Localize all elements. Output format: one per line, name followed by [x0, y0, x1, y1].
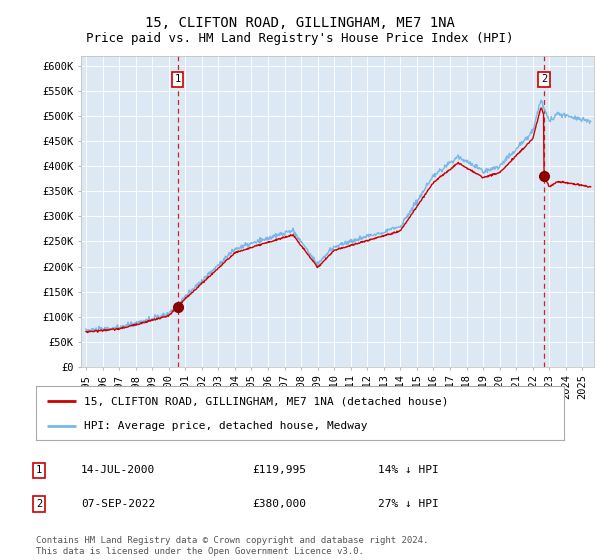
Text: £380,000: £380,000 — [252, 499, 306, 509]
Text: 07-SEP-2022: 07-SEP-2022 — [81, 499, 155, 509]
Text: 2: 2 — [36, 499, 42, 509]
Text: 15, CLIFTON ROAD, GILLINGHAM, ME7 1NA (detached house): 15, CLIFTON ROAD, GILLINGHAM, ME7 1NA (d… — [83, 396, 448, 407]
Text: 15, CLIFTON ROAD, GILLINGHAM, ME7 1NA: 15, CLIFTON ROAD, GILLINGHAM, ME7 1NA — [145, 16, 455, 30]
Text: 2: 2 — [541, 74, 547, 85]
Text: 14% ↓ HPI: 14% ↓ HPI — [378, 465, 439, 475]
Text: Contains HM Land Registry data © Crown copyright and database right 2024.
This d: Contains HM Land Registry data © Crown c… — [36, 536, 428, 556]
Text: 27% ↓ HPI: 27% ↓ HPI — [378, 499, 439, 509]
Text: 1: 1 — [175, 74, 181, 85]
Text: HPI: Average price, detached house, Medway: HPI: Average price, detached house, Medw… — [83, 421, 367, 431]
Text: 1: 1 — [36, 465, 42, 475]
Text: £119,995: £119,995 — [252, 465, 306, 475]
Text: Price paid vs. HM Land Registry's House Price Index (HPI): Price paid vs. HM Land Registry's House … — [86, 32, 514, 45]
Text: 14-JUL-2000: 14-JUL-2000 — [81, 465, 155, 475]
